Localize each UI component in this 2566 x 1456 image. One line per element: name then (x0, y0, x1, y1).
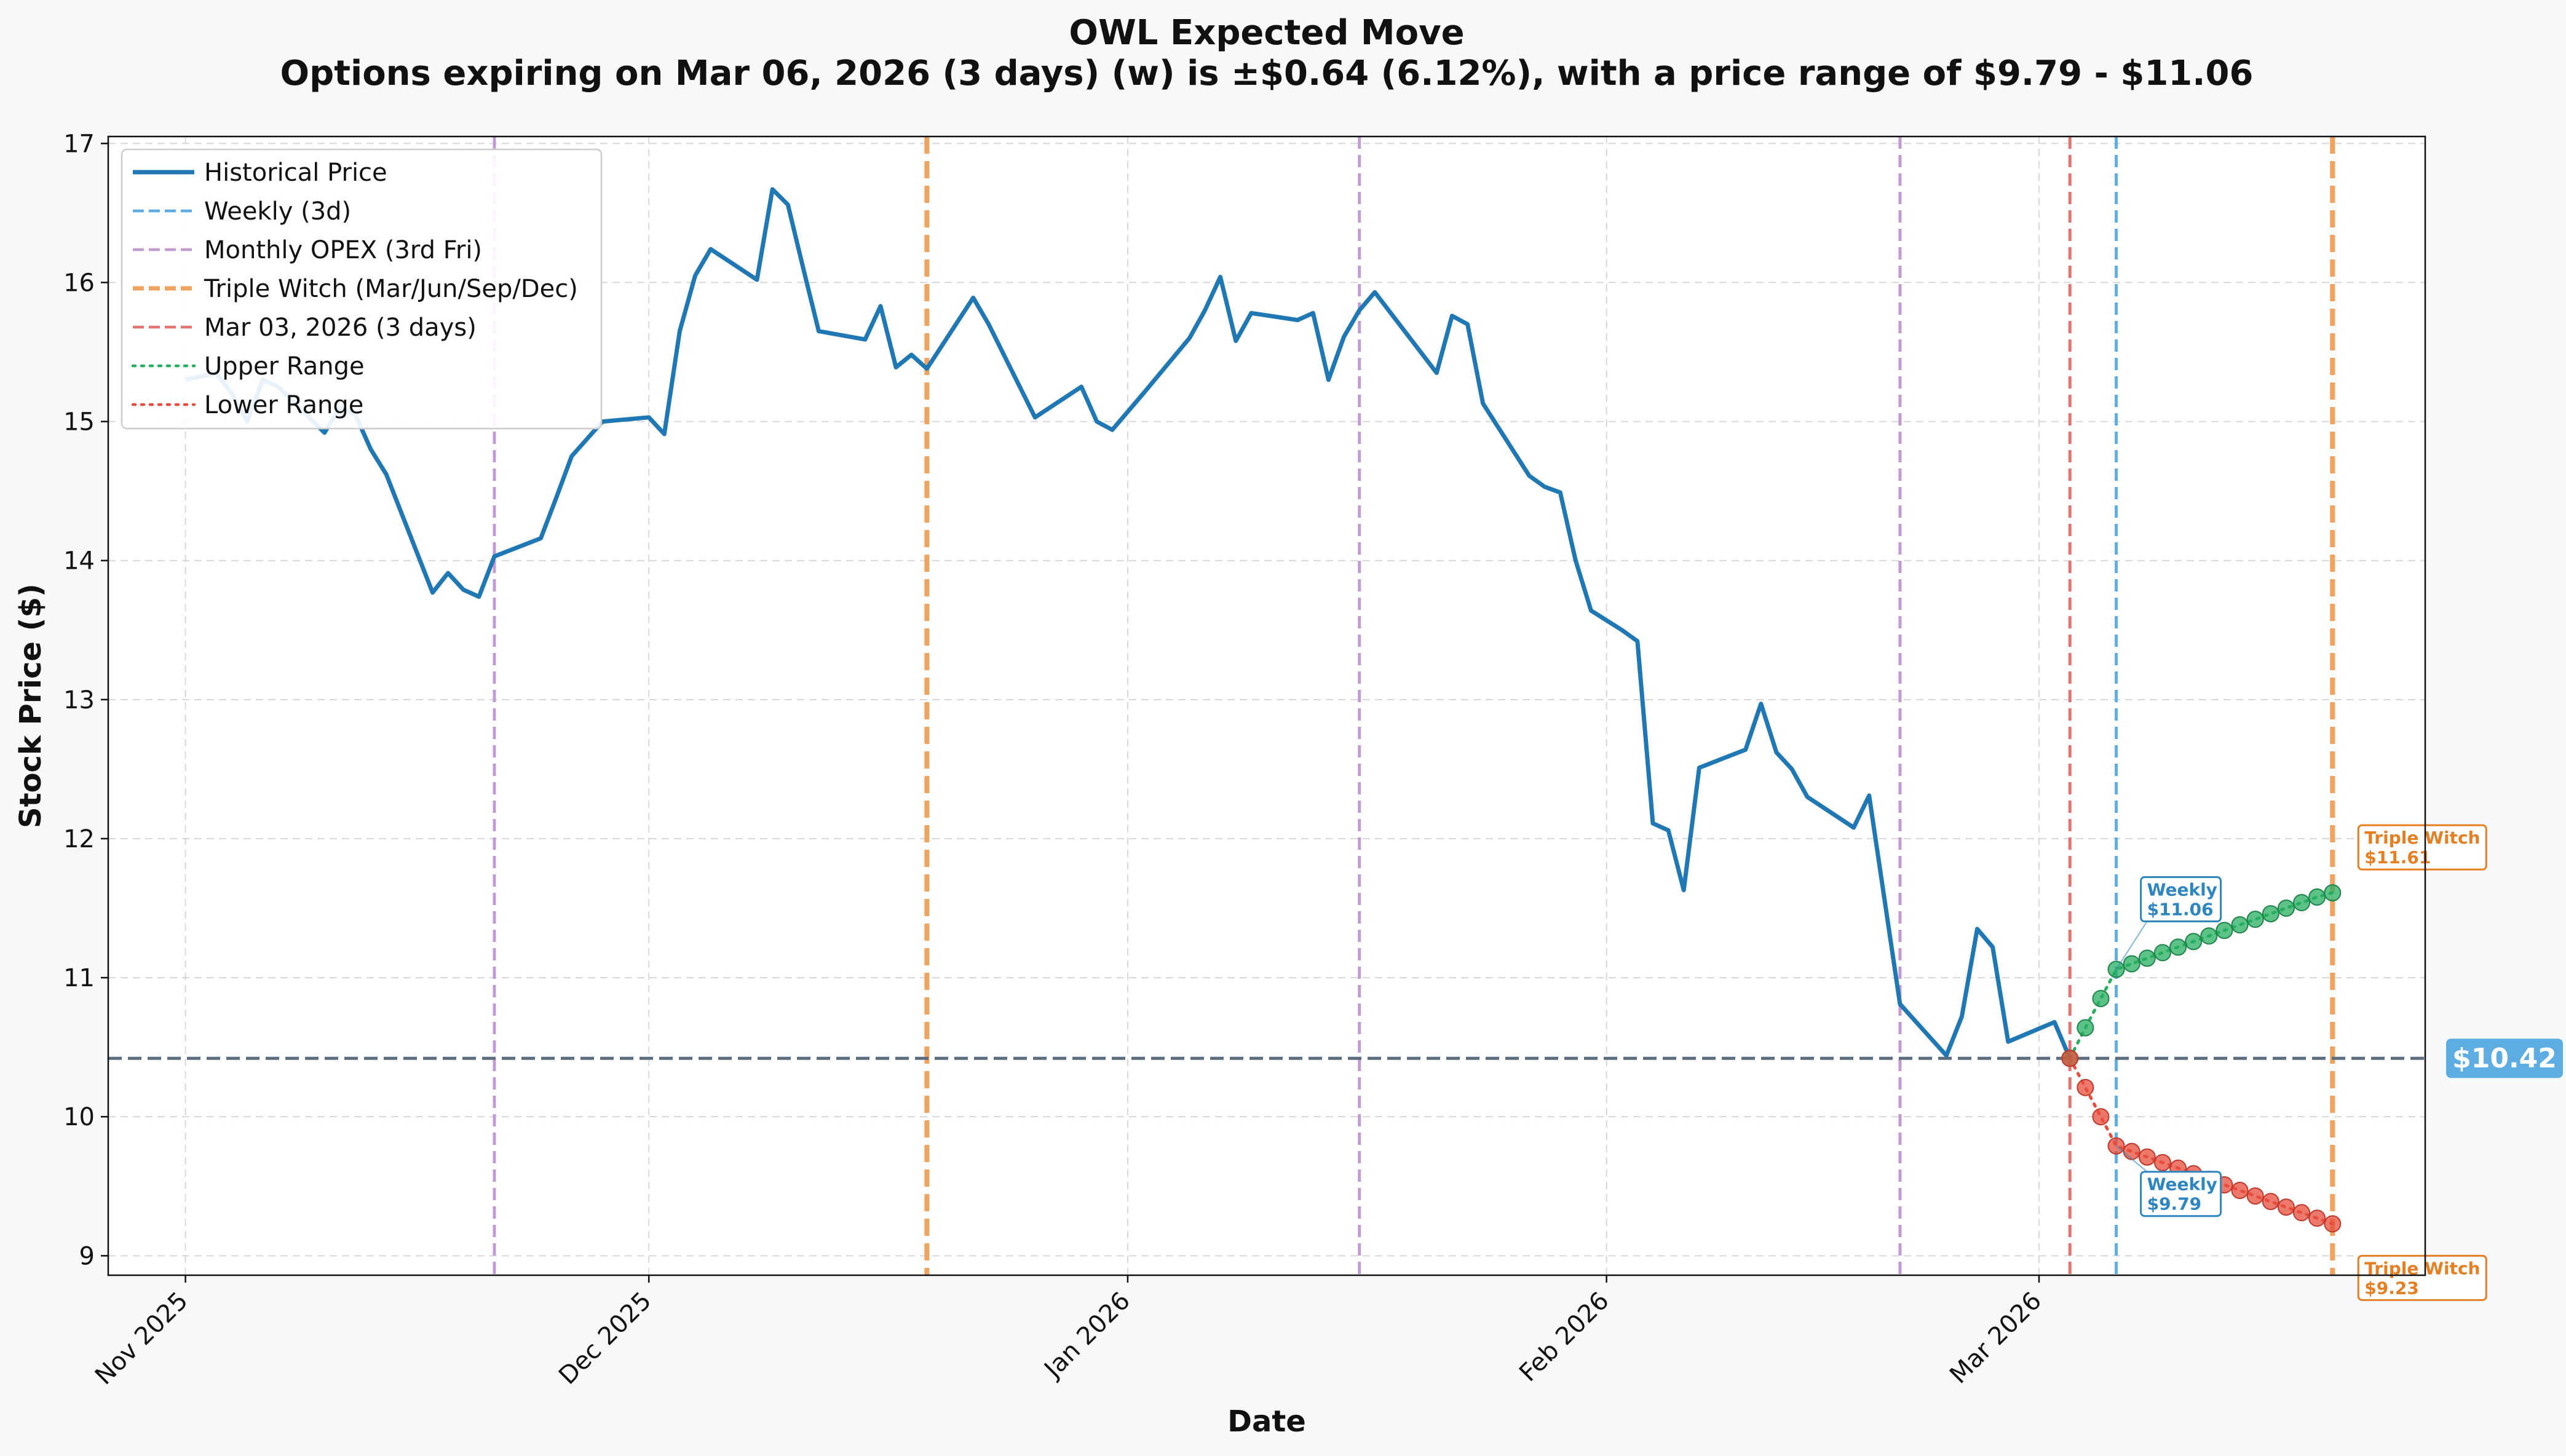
upper-range-point (2077, 1019, 2094, 1037)
lower-range-point (2231, 1182, 2249, 1200)
annotation-box (2140, 876, 2222, 923)
upper-range-point (2092, 990, 2110, 1008)
upper-range-point (2308, 888, 2326, 906)
lower-range-point (2324, 1215, 2342, 1233)
chart-subtitle: Options expiring on Mar 06, 2026 (3 days… (280, 53, 2254, 93)
annotation-leader (2115, 920, 2148, 970)
annotation-title: Weekly (2147, 880, 2217, 900)
legend-label: Upper Range (204, 352, 365, 381)
annotation-value: $11.61 (2364, 847, 2431, 868)
annotation-box (2140, 1171, 2222, 1217)
plot-frame (107, 135, 2426, 1276)
upper-range-point (2293, 893, 2311, 911)
upper-range-point (2216, 922, 2233, 940)
y-tick-label: 14 (63, 547, 95, 576)
lower-range-point (2123, 1142, 2140, 1160)
lower-range-point (2061, 1050, 2079, 1067)
upper-range-point (2185, 933, 2203, 951)
lower-range-point (2092, 1108, 2110, 1126)
legend: Historical Price Weekly (3d) Monthly OPEX … (121, 148, 603, 430)
annotation-value: $11.06 (2147, 900, 2214, 920)
upper-range-point (2324, 884, 2342, 902)
lower-range-point (2262, 1193, 2279, 1211)
x-axis-label: Date (1227, 1404, 1306, 1439)
y-tick-label: 13 (63, 686, 95, 714)
upper-range-point (2169, 938, 2187, 956)
y-tick-label: 12 (63, 825, 95, 853)
lower-range-point (2153, 1153, 2171, 1171)
y-tick-label: 15 (63, 408, 95, 437)
legend-label: Weekly (3d) (204, 197, 351, 226)
upper-range-point (2153, 944, 2171, 962)
lower-range-point (2293, 1204, 2311, 1222)
legend-label: Mar 03, 2026 (3 days) (204, 314, 477, 342)
annotation-leader (2115, 1145, 2148, 1173)
lower-range-point (2077, 1078, 2094, 1096)
annotation-value: $9.23 (2364, 1278, 2419, 1298)
upper-range-point (2231, 916, 2249, 934)
upper-range-point (2138, 949, 2156, 967)
lower-range-point (2138, 1148, 2156, 1166)
upper-range-point (2123, 955, 2140, 973)
upper-range-point (2246, 911, 2264, 928)
y-tick-label: 10 (63, 1103, 95, 1131)
annotation-box (2357, 824, 2487, 871)
y-tick-label: 11 (63, 964, 95, 992)
y-tick-label: 16 (63, 269, 95, 297)
y-axis-label: Stock Price ($) (14, 584, 48, 828)
upper-range-point (2200, 927, 2218, 945)
annotation-title: Weekly (2147, 1174, 2217, 1195)
annotation-title: Triple Witch (2364, 828, 2480, 848)
upper-range-point (2277, 900, 2295, 917)
annotation-box (2357, 1254, 2487, 1301)
y-tick-label: 9 (79, 1242, 95, 1270)
chart-title: OWL Expected Move (1069, 13, 1464, 53)
legend-label: Lower Range (204, 391, 363, 419)
current-price-badge (2446, 1039, 2563, 1078)
historical-price-line (184, 187, 2072, 1059)
lower-range-point (2246, 1187, 2264, 1205)
legend-label: Historical Price (204, 159, 387, 187)
price-series (108, 187, 2425, 1233)
y-tick-label: 17 (63, 130, 95, 158)
legend-box (121, 148, 603, 430)
lower-range-point (2308, 1209, 2326, 1227)
upper-range-point (2262, 905, 2279, 923)
legend-label: Triple Witch (Mar/Jun/Sep/Dec) (204, 275, 578, 303)
current-price-value: $10.42 (2452, 1043, 2557, 1074)
legend-label: Monthly OPEX (3rd Fri) (204, 236, 482, 264)
lower-range-point (2277, 1198, 2295, 1216)
annotation-value: $9.79 (2147, 1194, 2202, 1214)
